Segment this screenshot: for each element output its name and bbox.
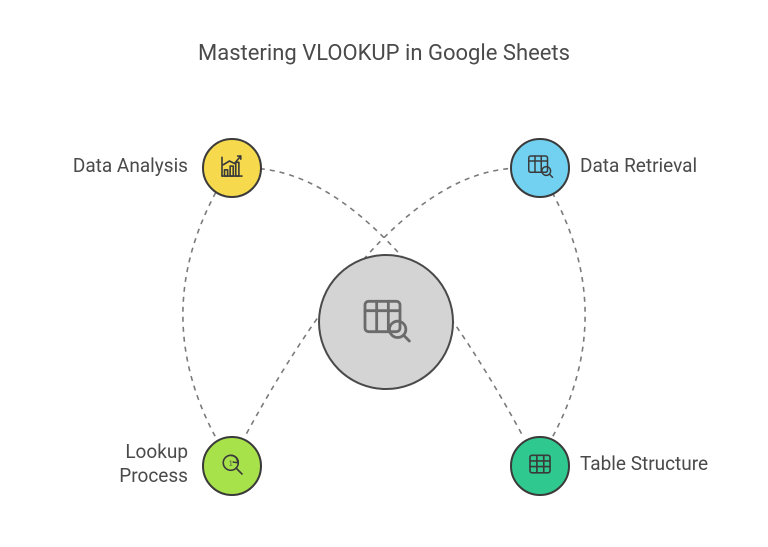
node-lookup-process: 1 — [202, 436, 262, 496]
node-table-structure — [510, 436, 570, 496]
table-search-icon — [358, 292, 414, 352]
chart-growth-icon — [217, 151, 247, 185]
diagram-title: Mastering VLOOKUP in Google Sheets — [0, 41, 768, 66]
label-lookup-process: LookupProcess — [119, 440, 188, 488]
refresh-one-icon: 1 — [217, 449, 247, 483]
connector-data-retrieval-table-structure — [552, 192, 585, 437]
center-node — [318, 254, 454, 390]
table-grid-icon — [525, 449, 555, 483]
diagram-stage: Mastering VLOOKUP in Google Sheets Data … — [0, 0, 768, 547]
label-data-analysis: Data Analysis — [73, 154, 188, 178]
connector-data-analysis-lookup-process — [183, 192, 216, 437]
svg-text:1: 1 — [229, 460, 233, 467]
label-data-retrieval: Data Retrieval — [580, 154, 697, 178]
node-data-retrieval — [510, 138, 570, 198]
node-data-analysis — [202, 138, 262, 198]
table-search-small-icon — [525, 151, 555, 185]
label-table-structure: Table Structure — [580, 452, 708, 476]
